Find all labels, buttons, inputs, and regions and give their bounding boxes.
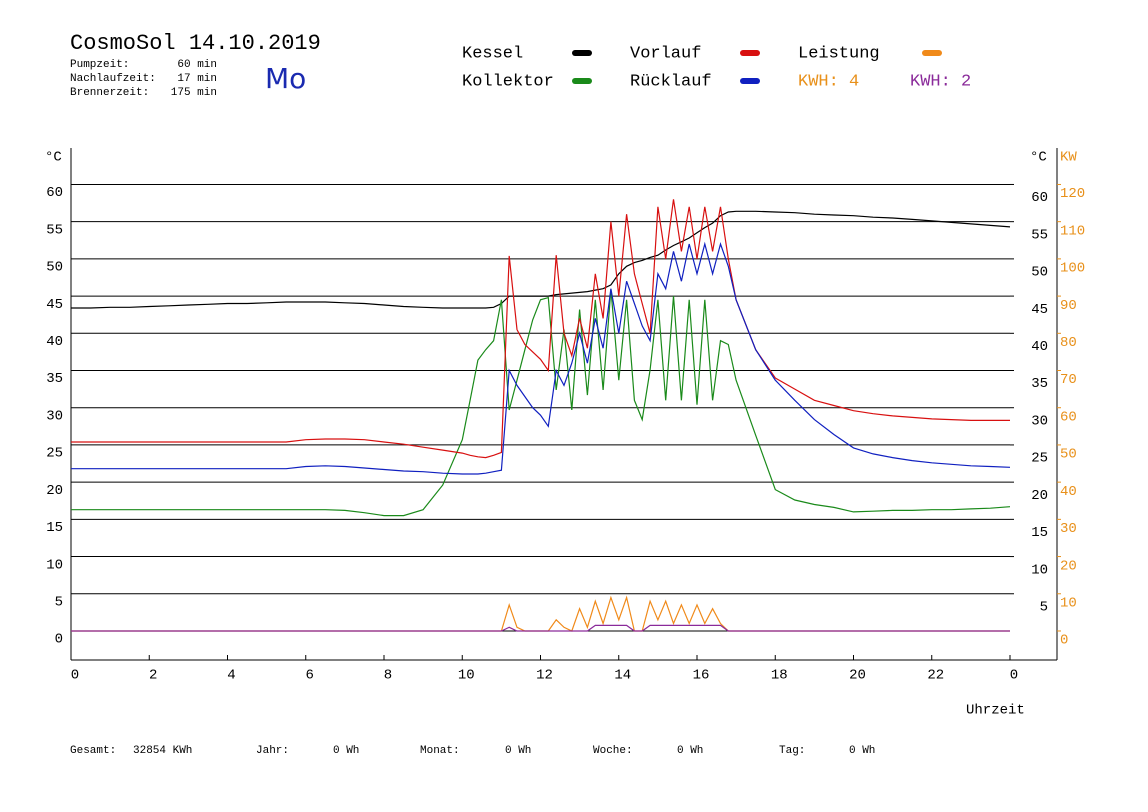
y-right-tick-label: 5 xyxy=(1040,599,1048,615)
y-right-tick-label: 35 xyxy=(1031,376,1048,392)
x-tick-label: 16 xyxy=(693,668,710,684)
y2-tick-label: 10 xyxy=(1060,595,1077,611)
series-line xyxy=(71,199,1010,459)
total-value: 0 Wh xyxy=(849,745,875,757)
info-label: Nachlaufzeit: xyxy=(70,73,156,85)
legend-note: KWH: 2 xyxy=(910,72,971,91)
y2-tick-label: 110 xyxy=(1060,223,1085,239)
chart-title: CosmoSol 14.10.2019 xyxy=(70,31,321,56)
x-axis-label: Uhrzeit xyxy=(966,703,1025,719)
total-value: 0 Wh xyxy=(333,745,359,757)
y-tick-label: 20 xyxy=(46,483,63,499)
y-right-tick-label: 25 xyxy=(1031,451,1048,467)
legend-label: Rücklauf xyxy=(630,72,712,91)
info-value: 60 min xyxy=(177,59,217,71)
y-tick-label: 5 xyxy=(55,594,63,610)
y-tick-label: 45 xyxy=(46,297,63,313)
y2-tick-label: 70 xyxy=(1060,372,1077,388)
y-tick-label: 25 xyxy=(46,446,63,462)
legend-label: Kessel xyxy=(462,44,523,63)
y2-tick-label: 90 xyxy=(1060,298,1077,314)
y-tick-label: 40 xyxy=(46,334,63,350)
weekday: Mo xyxy=(265,62,306,95)
y-tick-label: 60 xyxy=(46,185,63,201)
total-label: Monat: xyxy=(420,745,460,757)
x-tick-label: 8 xyxy=(384,668,392,684)
y-axis-label: °C xyxy=(45,150,62,166)
info-label: Pumpzeit: xyxy=(70,59,129,71)
y2-tick-label: 80 xyxy=(1060,335,1077,351)
y-tick-label: 10 xyxy=(46,557,63,573)
y-right-tick-label: 60 xyxy=(1031,190,1048,206)
total-label: Gesamt: xyxy=(70,745,116,757)
y-right-tick-label: 50 xyxy=(1031,265,1048,281)
x-tick-label: 0 xyxy=(71,668,79,684)
y-tick-label: 30 xyxy=(46,408,63,424)
y2-tick-label: 60 xyxy=(1060,409,1077,425)
info-value: 17 min xyxy=(177,73,217,85)
y-tick-label: 55 xyxy=(46,222,63,238)
total-value: 0 Wh xyxy=(505,745,531,757)
series-line xyxy=(71,241,1011,475)
y2-tick-label: 50 xyxy=(1060,447,1077,463)
legend-note: KWH: 4 xyxy=(798,72,859,91)
x-tick-label: 4 xyxy=(227,668,235,684)
y-right-tick-label: 30 xyxy=(1031,413,1048,429)
y2-tick-label: 100 xyxy=(1060,261,1085,277)
y2-axis-label: KW xyxy=(1060,150,1077,166)
y-right-tick-label: 10 xyxy=(1031,562,1048,578)
series-line xyxy=(71,289,1011,517)
total-value: 0 Wh xyxy=(677,745,703,757)
y2-tick-label: 30 xyxy=(1060,521,1077,537)
y-tick-label: 15 xyxy=(46,520,63,536)
y2-tick-label: 40 xyxy=(1060,484,1077,500)
x-tick-label: 18 xyxy=(771,668,788,684)
x-tick-label: 10 xyxy=(458,668,475,684)
series-line xyxy=(71,624,1010,632)
y2-tick-label: 20 xyxy=(1060,558,1077,574)
x-tick-label: 22 xyxy=(927,668,944,684)
x-tick-label: 6 xyxy=(306,668,314,684)
total-label: Tag: xyxy=(779,745,805,757)
legend-label: Leistung xyxy=(798,44,880,63)
y-right-tick-label: 45 xyxy=(1031,302,1048,318)
x-tick-label: 2 xyxy=(149,668,157,684)
legend-label: Kollektor xyxy=(462,72,554,91)
x-tick-label: 12 xyxy=(536,668,553,684)
total-value: 32854 KWh xyxy=(133,745,192,757)
y-tick-label: 0 xyxy=(55,632,63,648)
y-right-axis-label: °C xyxy=(1030,150,1047,166)
y2-tick-label: 0 xyxy=(1060,633,1068,649)
info-label: Brennerzeit: xyxy=(70,87,149,99)
info-value: 175 min xyxy=(171,87,217,99)
total-label: Jahr: xyxy=(256,745,289,757)
y-right-tick-label: 20 xyxy=(1031,488,1048,504)
y2-tick-label: 120 xyxy=(1060,186,1085,202)
x-tick-label: 14 xyxy=(614,668,631,684)
x-tick-label: 20 xyxy=(849,668,866,684)
y-right-tick-label: 40 xyxy=(1031,339,1048,355)
y-tick-label: 35 xyxy=(46,371,63,387)
y-right-tick-label: 55 xyxy=(1031,227,1048,243)
y-tick-label: 50 xyxy=(46,260,63,276)
series-line xyxy=(71,210,1011,309)
total-label: Woche: xyxy=(593,745,633,757)
y-right-tick-label: 15 xyxy=(1031,525,1048,541)
legend-label: Vorlauf xyxy=(630,44,701,63)
x-tick-label: 0 xyxy=(1010,668,1018,684)
